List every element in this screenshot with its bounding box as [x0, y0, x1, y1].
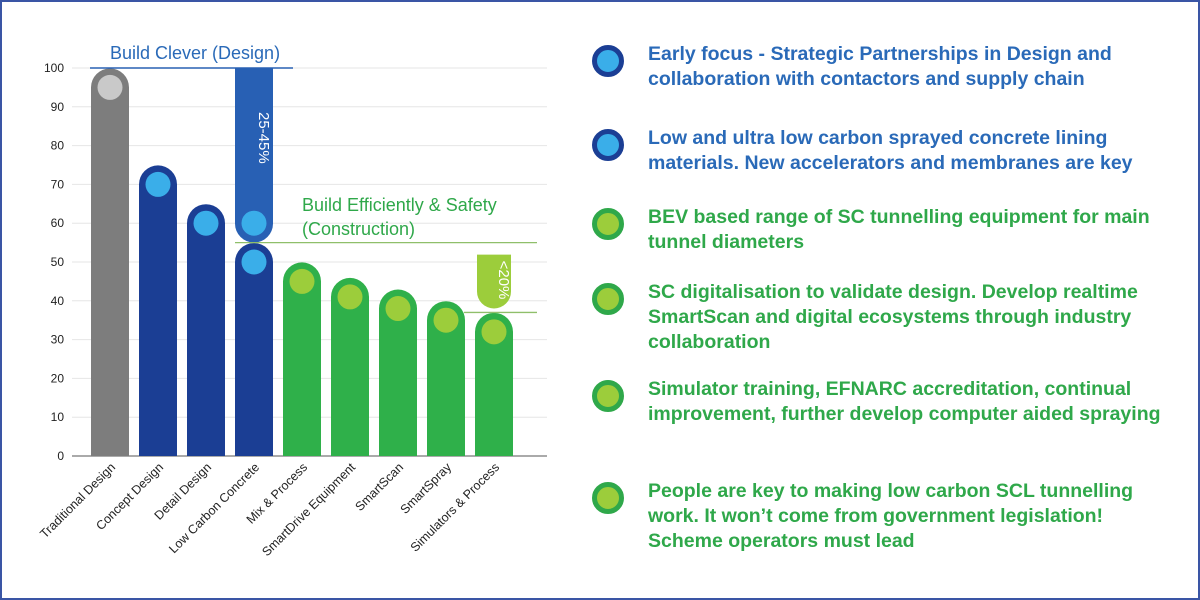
bar-dot-2 [193, 210, 219, 236]
category-label: Low Carbon Concrete [166, 460, 262, 556]
design-range-dot [241, 210, 267, 236]
y-tick-label: 100 [44, 61, 64, 75]
bar-dot-0 [97, 74, 123, 100]
design-range-capsule [235, 68, 273, 243]
construction-label-line1: Build Efficiently & Safety [302, 195, 497, 215]
y-tick-label: 50 [51, 255, 65, 269]
bar-dot-5 [337, 284, 363, 310]
bar-2 [187, 204, 225, 456]
bar-dot-4 [289, 268, 315, 294]
bar-5 [331, 277, 369, 456]
construction-range-text: <20% [495, 261, 512, 300]
category-label: Simulators & Process [408, 460, 502, 554]
bar-3 [235, 243, 273, 456]
y-tick-label: 90 [51, 100, 65, 114]
bar-4 [283, 262, 321, 456]
bullet-item: Early focus - Strategic Partnerships in … [592, 42, 1182, 92]
annotation-layer: Build Clever (Design) 25-45% Build Efficie… [90, 43, 537, 314]
y-tick-label: 70 [51, 177, 65, 191]
bar-dot-3 [241, 249, 267, 275]
design-label: Build Clever (Design) [110, 43, 280, 63]
bullet-text: Early focus - Strategic Partnerships in … [648, 43, 1112, 90]
bar-0 [91, 68, 129, 456]
bullet-item: Low and ultra low carbon sprayed concret… [592, 126, 1182, 176]
bar-dot-7 [433, 307, 459, 333]
bullet-item: SC digitalisation to validate design. De… [592, 280, 1182, 355]
bullet-text: Low and ultra low carbon sprayed concret… [648, 127, 1133, 174]
y-tick-label: 20 [51, 371, 65, 385]
y-tick-label: 40 [51, 294, 65, 308]
bar-8 [475, 312, 513, 456]
bar-7 [427, 301, 465, 456]
green-bullet-icon [592, 283, 624, 315]
green-bullet-icon [592, 208, 624, 240]
bullet-text: Simulator training, EFNARC accreditation… [648, 378, 1161, 425]
y-tick-label: 0 [57, 449, 64, 463]
bar-chart: Build Clever (Design) 25-45% Build Efficie… [37, 43, 547, 559]
bullet-text: SC digitalisation to validate design. De… [648, 281, 1138, 353]
construction-label-line2: (Construction) [302, 219, 415, 239]
bullet-item: People are key to making low carbon SCL … [592, 479, 1182, 554]
bar-6 [379, 289, 417, 456]
bar-dot-6 [385, 296, 411, 322]
y-tick-label: 30 [51, 333, 65, 347]
bar-dot-1 [145, 171, 171, 197]
bullet-item: BEV based range of SC tunnelling equipme… [592, 205, 1182, 255]
green-bullet-icon [592, 380, 624, 412]
category-label: SmartDrive Equipment [259, 460, 358, 559]
blue-bullet-icon [592, 45, 624, 77]
green-bullet-icon [592, 482, 624, 514]
y-tick-label: 10 [51, 410, 65, 424]
bullet-text: BEV based range of SC tunnelling equipme… [648, 206, 1150, 253]
blue-bullet-icon [592, 129, 624, 161]
design-range-text: 25-45% [255, 112, 272, 164]
bullet-item: Simulator training, EFNARC accreditation… [592, 377, 1182, 427]
y-tick-label: 60 [51, 216, 65, 230]
construction-range-capsule [477, 254, 511, 309]
bar-dot-8 [481, 319, 507, 345]
bar-1 [139, 165, 177, 456]
bullet-text: People are key to making low carbon SCL … [648, 480, 1134, 552]
bars-layer [91, 68, 513, 456]
y-tick-label: 80 [51, 139, 65, 153]
